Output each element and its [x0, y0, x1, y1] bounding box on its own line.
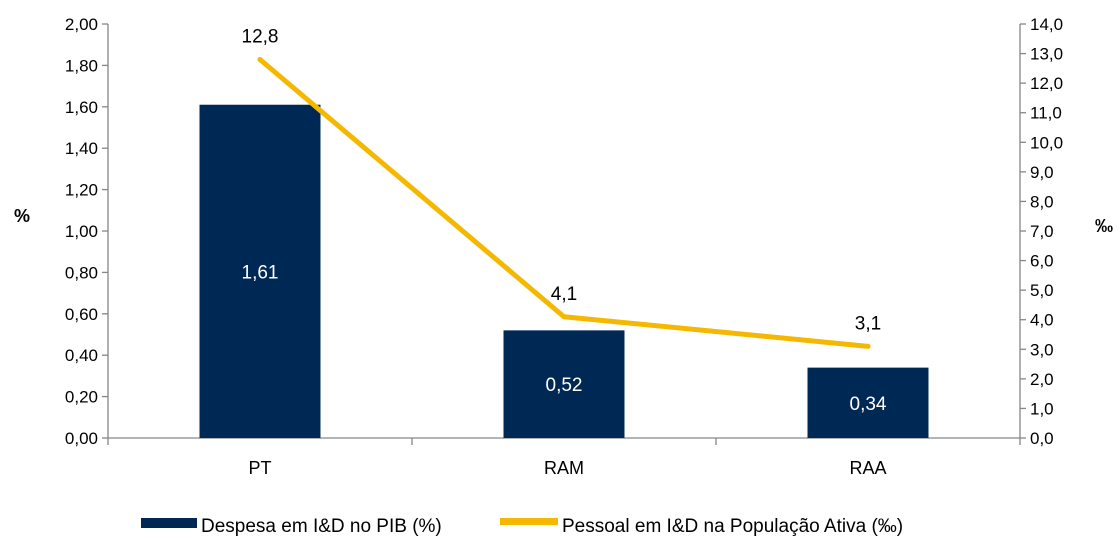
legend: Despesa em I&D no PIB (%) Pessoal em I&D… — [141, 516, 903, 537]
x-tick-label: RAA — [849, 458, 886, 478]
right-tick-label: 3,0 — [1030, 340, 1054, 359]
right-axis-title: ‰ — [1095, 216, 1113, 236]
data-labels: 1,61 0,52 0,34 12,8 4,1 3,1 — [242, 26, 887, 414]
left-tick-label: 0,60 — [65, 305, 98, 324]
left-tick-label: 2,00 — [65, 15, 98, 34]
right-tick-label: 8,0 — [1030, 192, 1054, 211]
left-tick-label: 1,80 — [65, 56, 98, 75]
right-tick-label: 7,0 — [1030, 222, 1054, 241]
bars — [199, 104, 929, 438]
right-tick-label: 1,0 — [1030, 399, 1054, 418]
left-tick-label: 1,40 — [65, 139, 98, 158]
bar-value-label: 0,34 — [850, 394, 887, 415]
line-point — [561, 314, 567, 320]
right-tick-label: 4,0 — [1030, 311, 1054, 330]
right-tick-label: 6,0 — [1030, 252, 1054, 271]
bar-value-label: 0,52 — [546, 375, 583, 396]
bar — [199, 104, 321, 438]
bar — [503, 330, 625, 438]
left-tick-label: 1,20 — [65, 181, 98, 200]
legend-label-line: Pessoal em I&D na População Ativa (‰) — [562, 516, 903, 537]
left-tick-label: 0,40 — [65, 346, 98, 365]
bar-value-label: 1,61 — [242, 262, 279, 283]
legend-swatch-bar — [141, 518, 197, 528]
right-tick-label: 0,0 — [1030, 429, 1054, 448]
legend-swatch-line — [500, 518, 558, 525]
right-tick-label: 13,0 — [1030, 45, 1063, 64]
x-tick-label: PT — [248, 458, 271, 478]
line-point — [257, 56, 263, 62]
right-tick-label: 12,0 — [1030, 74, 1063, 93]
left-tick-label: 0,00 — [65, 429, 98, 448]
left-axis-title: % — [14, 206, 30, 226]
line-series — [257, 56, 871, 349]
line-value-label: 3,1 — [855, 313, 881, 334]
left-tick-label: 1,00 — [65, 222, 98, 241]
line-value-label: 12,8 — [242, 26, 279, 47]
right-tick-label: 14,0 — [1030, 15, 1063, 34]
right-tick-label: 9,0 — [1030, 163, 1054, 182]
right-tick-label: 2,0 — [1030, 370, 1054, 389]
line-value-label: 4,1 — [551, 284, 577, 305]
x-tick-label: RAM — [544, 458, 584, 478]
line-point — [865, 343, 871, 349]
right-tick-label: 11,0 — [1030, 104, 1062, 123]
legend-label-bar: Despesa em I&D no PIB (%) — [201, 516, 442, 537]
right-tick-label: 10,0 — [1030, 133, 1063, 152]
axes: 0,00 0,20 0,40 0,60 0,80 1,00 1,20 1,40 1,60 1,80… — [65, 15, 1063, 478]
bar — [807, 367, 929, 438]
left-tick-label: 0,80 — [65, 263, 98, 282]
left-tick-label: 0,20 — [65, 388, 98, 407]
right-tick-label: 5,0 — [1030, 281, 1054, 300]
left-tick-label: 1,60 — [65, 98, 98, 117]
